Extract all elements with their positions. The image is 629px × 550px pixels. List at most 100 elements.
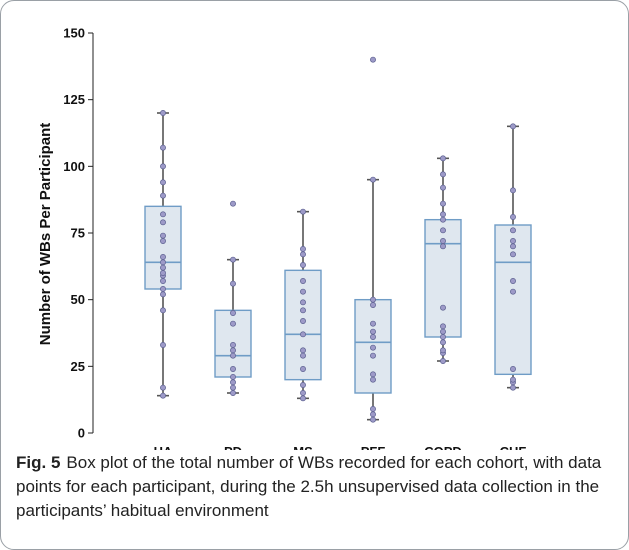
data-point bbox=[440, 171, 446, 178]
data-point bbox=[300, 262, 306, 268]
data-point bbox=[300, 278, 306, 284]
y-tick-label: 75 bbox=[71, 226, 85, 241]
x-category-label: PFF bbox=[361, 444, 386, 450]
iqr-box bbox=[424, 218, 462, 338]
data-point bbox=[160, 291, 166, 298]
data-point bbox=[440, 184, 446, 191]
y-axis-label: Number of WBs Per Participant bbox=[37, 123, 54, 346]
y-tick-label: 100 bbox=[63, 159, 85, 174]
data-point bbox=[160, 163, 166, 170]
data-point bbox=[440, 304, 446, 311]
box-group-ha bbox=[144, 110, 182, 399]
x-category-label: CHF bbox=[500, 444, 527, 450]
data-point bbox=[160, 286, 166, 292]
data-point bbox=[510, 227, 516, 234]
data-point bbox=[300, 208, 306, 215]
data-point bbox=[300, 318, 306, 324]
data-point bbox=[160, 110, 166, 116]
data-point bbox=[160, 232, 166, 239]
data-point bbox=[160, 211, 166, 218]
y-tick-label: 50 bbox=[71, 292, 85, 307]
box-group-chf bbox=[494, 123, 532, 391]
iqr-box bbox=[494, 224, 532, 376]
data-point bbox=[300, 366, 306, 372]
data-point bbox=[370, 302, 376, 308]
data-point bbox=[160, 254, 166, 260]
data-point bbox=[510, 366, 516, 372]
data-point bbox=[160, 307, 166, 314]
data-point bbox=[160, 264, 166, 271]
data-point bbox=[300, 246, 306, 252]
data-point bbox=[300, 288, 306, 295]
data-point bbox=[370, 320, 376, 327]
data-point bbox=[440, 347, 446, 354]
y-tick-label: 0 bbox=[78, 426, 85, 441]
box-group-ms bbox=[284, 208, 322, 402]
data-point bbox=[370, 416, 376, 423]
data-point bbox=[160, 270, 166, 276]
y-tick-label: 25 bbox=[71, 359, 85, 374]
data-point bbox=[300, 307, 306, 314]
data-point bbox=[370, 328, 376, 335]
data-point bbox=[160, 192, 166, 199]
data-point bbox=[370, 334, 376, 340]
data-point bbox=[160, 179, 166, 186]
data-point bbox=[300, 382, 306, 388]
data-point bbox=[230, 352, 236, 359]
data-point bbox=[160, 238, 166, 244]
data-point bbox=[370, 376, 376, 383]
y-tick-label: 125 bbox=[63, 92, 85, 107]
data-point bbox=[510, 278, 516, 284]
data-point bbox=[440, 328, 446, 335]
data-point bbox=[510, 123, 516, 130]
x-category-label: HA bbox=[154, 444, 173, 450]
data-point bbox=[160, 259, 166, 266]
data-point bbox=[230, 390, 236, 396]
data-point bbox=[510, 243, 516, 250]
data-point bbox=[510, 251, 516, 258]
box-group-copd bbox=[424, 155, 462, 364]
data-point bbox=[160, 342, 166, 348]
data-point bbox=[440, 211, 446, 218]
data-point bbox=[300, 352, 306, 359]
data-point bbox=[440, 238, 446, 244]
data-point bbox=[370, 296, 376, 303]
data-point bbox=[510, 238, 516, 244]
data-point bbox=[440, 243, 446, 250]
data-point bbox=[230, 280, 236, 287]
data-point bbox=[300, 251, 306, 258]
data-point bbox=[300, 390, 306, 396]
data-point bbox=[160, 278, 166, 284]
data-point bbox=[160, 392, 166, 399]
data-point bbox=[510, 288, 516, 295]
figure-caption: Fig. 5 Box plot of the total number of WB… bbox=[16, 451, 616, 523]
data-point bbox=[300, 347, 306, 354]
data-point bbox=[230, 347, 236, 354]
box-group-pd bbox=[214, 200, 252, 396]
data-point bbox=[440, 200, 446, 207]
data-point bbox=[230, 374, 236, 380]
data-point bbox=[230, 320, 236, 327]
x-category-label: MS bbox=[293, 444, 313, 450]
data-point bbox=[300, 395, 306, 402]
iqr-box bbox=[284, 269, 322, 381]
box-group-pff bbox=[354, 56, 392, 423]
data-point bbox=[440, 358, 446, 364]
x-category-label: PD bbox=[224, 444, 242, 450]
data-point bbox=[370, 56, 376, 63]
data-point bbox=[230, 342, 236, 348]
data-point bbox=[300, 299, 306, 306]
box-plot-chart: 0 25 50 75 100 125 150 HA PD MS PFF COPD CHF Number … bbox=[37, 26, 532, 451]
data-point bbox=[230, 256, 236, 263]
data-point bbox=[440, 216, 446, 223]
data-point bbox=[160, 384, 166, 391]
chart-marks bbox=[144, 56, 532, 423]
data-point bbox=[160, 219, 166, 226]
data-point bbox=[440, 339, 446, 346]
data-point bbox=[440, 334, 446, 340]
data-point bbox=[300, 331, 306, 338]
y-tick-label: 150 bbox=[63, 26, 85, 41]
data-point bbox=[440, 323, 446, 330]
chart-axes: 0 25 50 75 100 125 150 HA PD MS PFF COPD CHF bbox=[63, 26, 526, 451]
data-point bbox=[230, 200, 236, 207]
